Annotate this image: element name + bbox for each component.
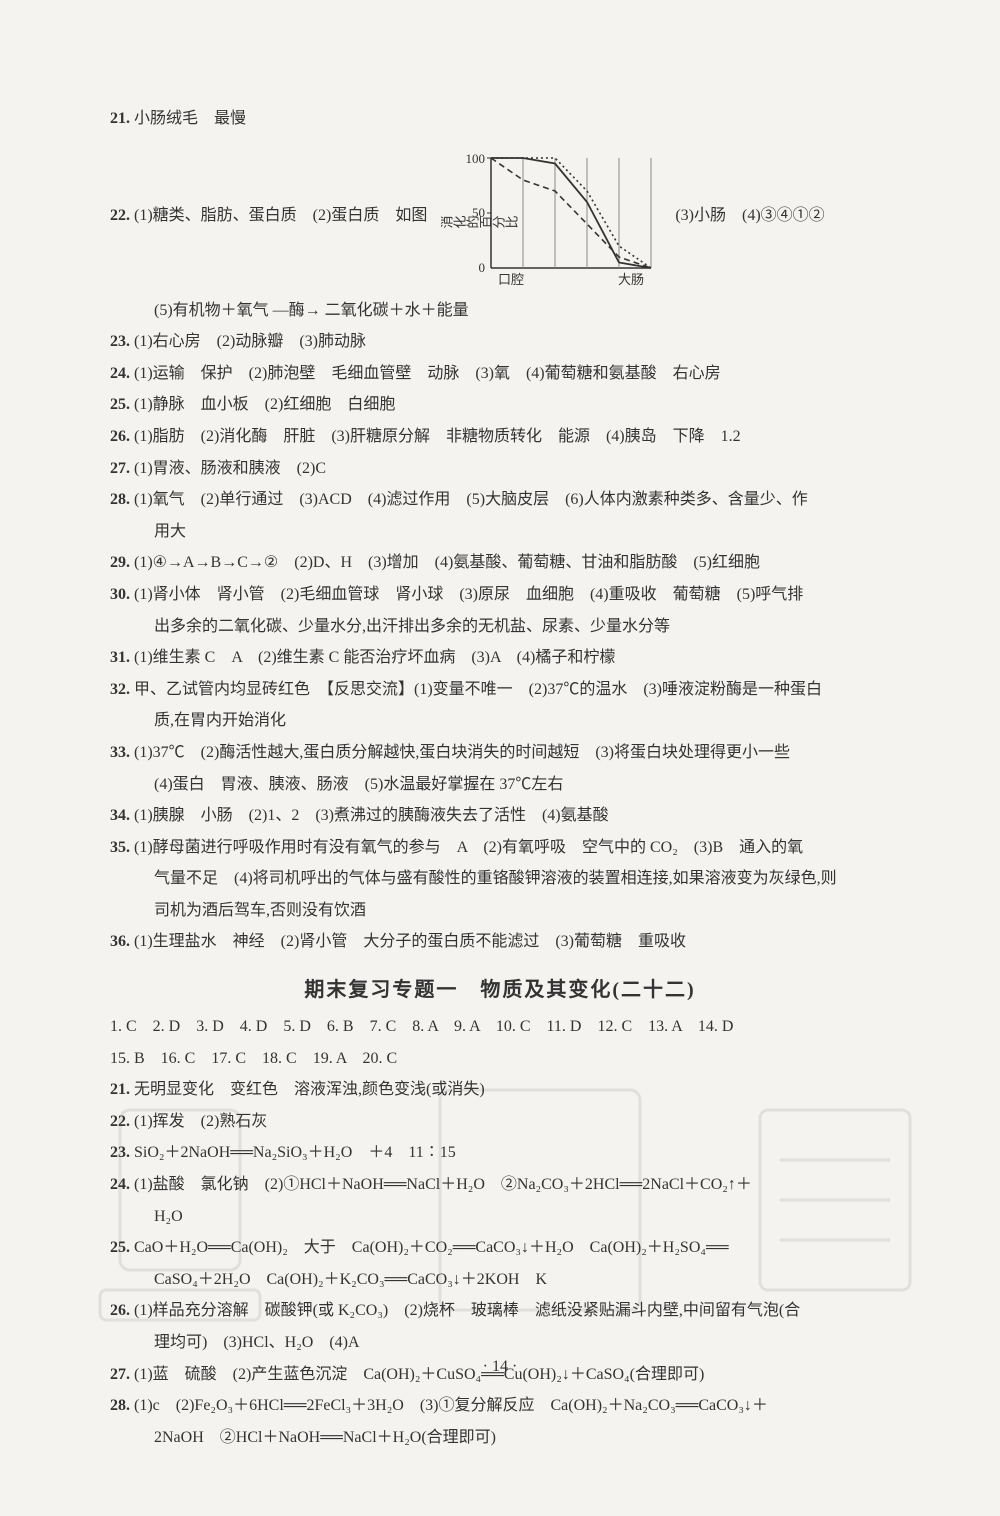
q33-l2: (4)蛋白 胃液、胰液、肠液 (5)水温最好掌握在 37℃左右 [110, 772, 890, 798]
p23: 23. SiO₂＋2NaOH══Na₂SiO₃＋H₂O ＋4 11∶15 [110, 1140, 890, 1166]
p21: 21. 无明显变化 变红色 溶液浑浊,颜色变浅(或消失) [110, 1077, 890, 1103]
q32: 32. 甲、乙试管内均显砖红色 【反思交流】(1)变量不唯一 (2)37℃的温水… [110, 677, 890, 703]
q29: 29. (1)④→A→B→C→② (2)D、H (3)增加 (4)氨基酸、葡萄糖… [110, 550, 890, 576]
svg-text:大肠: 大肠 [618, 272, 644, 287]
chart-series-3 [491, 158, 651, 268]
q34: 34. (1)胰腺 小肠 (2)1、2 (3)煮沸过的胰酶液失去了活性 (4)氨… [110, 803, 890, 829]
digestion-chart: 未被化学消化的百分比 100 50 0 口腔 大肠 [441, 138, 661, 288]
q22-num: 22. [110, 207, 130, 224]
page-number: · 14 · [0, 1358, 1000, 1376]
q23: 23. (1)右心房 (2)动脉瓣 (3)肺动脉 [110, 329, 890, 355]
p26-l2: 理均可) (3)HCl、H₂O (4)A [110, 1330, 890, 1356]
q26: 26. (1)脂肪 (2)消化酶 肝脏 (3)肝糖原分解 非糖物质转化 能源 (… [110, 424, 890, 450]
q21: 21. 小肠绒毛 最慢 [110, 106, 890, 132]
q31: 31. (1)维生素 C A (2)维生素 C 能否治疗坏血病 (3)A (4)… [110, 645, 890, 671]
p25: 25. CaO＋H₂O══Ca(OH)₂ 大于 Ca(OH)₂＋CO₂══CaC… [110, 1235, 890, 1261]
q21-text: 小肠绒毛 最慢 [134, 110, 246, 127]
svg-text:0: 0 [479, 260, 486, 275]
p26: 26. (1)样品充分溶解 碳酸钾(或 K₂CO₃) (2)烧杯 玻璃棒 滤纸没… [110, 1298, 890, 1324]
q32-l2: 质,在胃内开始消化 [110, 708, 890, 734]
q22-line2: (5)有机物＋氧气 —酶→ 二氧化碳＋水＋能量 [110, 298, 890, 324]
q30: 30. (1)肾小体 肾小管 (2)毛细血管球 肾小球 (3)原尿 血细胞 (4… [110, 582, 890, 608]
q35-l2: 气量不足 (4)将司机呼出的气体与盛有酸性的重铬酸钾溶液的装置相连接,如果溶液变… [110, 866, 890, 892]
q22-left: (1)糖类、脂肪、蛋白质 (2)蛋白质 如图 [134, 207, 427, 224]
q30-l2: 出多余的二氧化碳、少量水分,出汗排出多余的无机盐、尿素、少量水分等 [110, 614, 890, 640]
p28: 28. (1)c (2)Fe₂O₃＋6HCl══2FeCl₃＋3H₂O (3)①… [110, 1393, 890, 1419]
p25-l2: CaSO₄＋2H₂O Ca(OH)₂＋K₂CO₃══CaCO₃↓＋2KOH K [110, 1267, 890, 1293]
q33: 33. (1)37℃ (2)酶活性越大,蛋白质分解越快,蛋白块消失的时间越短 (… [110, 740, 890, 766]
q36: 36. (1)生理盐水 神经 (2)肾小管 大分子的蛋白质不能滤过 (3)葡萄糖… [110, 929, 890, 955]
q22-right: (3)小肠 (4)③④①② [675, 201, 824, 225]
section-title: 期末复习专题一 物质及其变化(二十二) [110, 973, 890, 1002]
q35-l3: 司机为酒后驾车,否则没有饮酒 [110, 898, 890, 924]
q24: 24. (1)运输 保护 (2)肺泡壁 毛细血管壁 动脉 (3)氧 (4)葡萄糖… [110, 361, 890, 387]
q21-num: 21. [110, 110, 130, 127]
p24-l2: H₂O [110, 1204, 890, 1230]
q35: 35. (1)酵母菌进行呼吸作用时有没有氧气的参与 A (2)有氧呼吸 空气中的… [110, 835, 890, 861]
svg-text:50: 50 [472, 205, 485, 220]
q28-l2: 用大 [110, 519, 890, 545]
p22: 22. (1)挥发 (2)熟石灰 [110, 1109, 890, 1135]
p28-l2: 2NaOH ②HCl＋NaOH══NaCl＋H₂O(合理即可) [110, 1425, 890, 1451]
svg-text:100: 100 [466, 151, 486, 166]
q22-row: 22. (1)糖类、脂肪、蛋白质 (2)蛋白质 如图 未被化学消化的百分比 10… [110, 138, 890, 288]
mcq-line1: 1. C 2. D 3. D 4. D 5. D 6. B 7. C 8. A … [110, 1014, 890, 1040]
q27: 27. (1)胃液、肠液和胰液 (2)C [110, 456, 890, 482]
mcq-line2: 15. B 16. C 17. C 18. C 19. A 20. C [110, 1046, 890, 1072]
q25: 25. (1)静脉 血小板 (2)红细胞 白细胞 [110, 392, 890, 418]
p24: 24. (1)盐酸 氯化钠 (2)①HCl＋NaOH══NaCl＋H₂O ②Na… [110, 1172, 890, 1198]
svg-text:口腔: 口腔 [498, 272, 524, 287]
q28: 28. (1)氧气 (2)单行通过 (3)ACD (4)滤过作用 (5)大脑皮层… [110, 487, 890, 513]
